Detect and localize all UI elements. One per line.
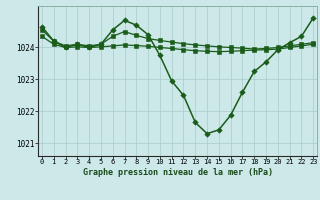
- X-axis label: Graphe pression niveau de la mer (hPa): Graphe pression niveau de la mer (hPa): [83, 168, 273, 177]
